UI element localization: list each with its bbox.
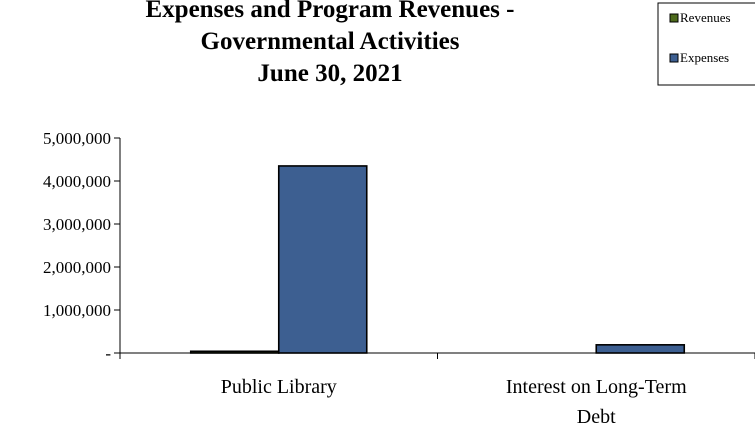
y-tick-label: 5,000,000 [43, 129, 111, 148]
x-category-label: Debt [577, 406, 616, 428]
y-tick-label: 3,000,000 [43, 215, 111, 234]
y-tick-label: 2,000,000 [43, 258, 111, 277]
chart-title: Expenses and Program Revenues - Governme… [146, 0, 515, 87]
legend: Revenues Expenses [657, 2, 755, 86]
y-axis: - 1,000,000 2,000,000 3,000,000 4,000,000 5,0… [43, 129, 121, 363]
x-category-label: Interest on Long-Term [506, 376, 687, 398]
y-tick-label: 4,000,000 [43, 172, 111, 191]
legend-swatch-expenses [669, 53, 679, 63]
legend-label-expenses: Expenses [680, 50, 729, 65]
y-tick-label: - [105, 344, 111, 363]
bar-expenses-0 [277, 165, 368, 354]
legend-label-revenues: Revenues [680, 10, 731, 25]
chart-title-line-2: Governmental Activities [201, 28, 460, 55]
bar-expenses-1 [595, 344, 686, 354]
y-tick-label: 1,000,000 [43, 301, 111, 320]
chart-title-line-1: Expenses and Program Revenues - [146, 0, 515, 23]
legend-swatch-revenues [669, 13, 679, 23]
x-category-label: Public Library [221, 376, 337, 398]
chart-title-line-3: June 30, 2021 [257, 60, 402, 87]
bars [189, 165, 686, 354]
x-axis: Public Library Interest on Long-Term Debt [119, 352, 755, 428]
